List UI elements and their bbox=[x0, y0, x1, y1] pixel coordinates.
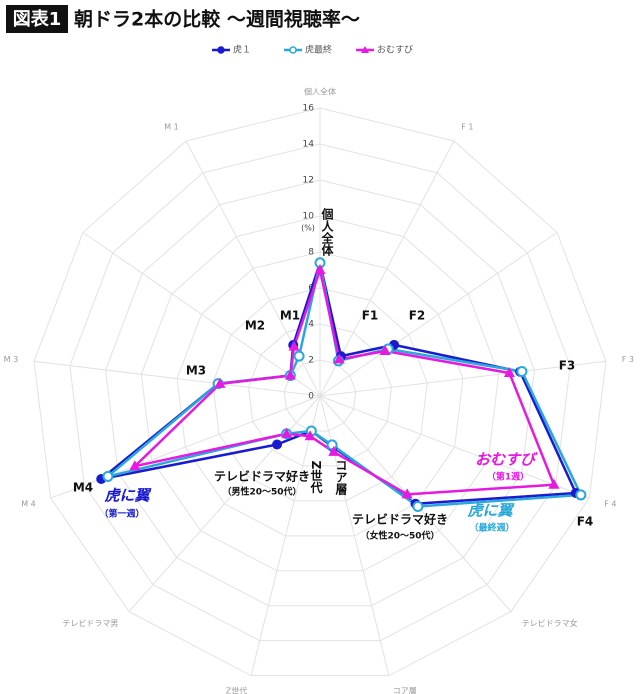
marker bbox=[281, 427, 293, 438]
annotation: （第1週） bbox=[487, 471, 529, 483]
axis-label: F 4 bbox=[604, 499, 616, 508]
legend-label: 虎１ bbox=[233, 44, 251, 56]
marker bbox=[304, 430, 316, 441]
axis-label: M 3 bbox=[4, 355, 19, 364]
axis-label: M 1 bbox=[164, 122, 179, 131]
annotation: M3 bbox=[186, 364, 206, 378]
legend-marker bbox=[217, 46, 225, 54]
marker bbox=[379, 345, 391, 356]
marker bbox=[284, 369, 296, 380]
annotation: （第一週） bbox=[99, 508, 144, 520]
annotation: テレビドラマ好き bbox=[352, 512, 448, 527]
marker bbox=[314, 264, 326, 274]
marker bbox=[129, 460, 141, 471]
marker bbox=[214, 377, 226, 388]
annotation: （男性20〜50代） bbox=[222, 486, 301, 498]
legend-marker bbox=[361, 46, 369, 53]
marker bbox=[328, 445, 340, 456]
spoke bbox=[128, 395, 321, 612]
title-badge-box bbox=[6, 5, 68, 33]
annotation: F1 bbox=[362, 309, 379, 323]
axis-label: テレビドラマ男 bbox=[62, 619, 118, 628]
annotation: （最終週） bbox=[469, 522, 514, 534]
r-tick-label: 2 bbox=[308, 356, 314, 366]
spoke bbox=[82, 231, 321, 397]
spoke bbox=[319, 395, 590, 499]
legend-label: おむすび bbox=[377, 45, 413, 56]
annotation: 個人全体 bbox=[320, 207, 334, 257]
r-tick-label: 4 bbox=[308, 320, 314, 330]
marker bbox=[272, 439, 283, 450]
marker bbox=[503, 367, 515, 378]
marker bbox=[102, 470, 114, 482]
annotation: M4 bbox=[73, 481, 93, 495]
annotation: M1 bbox=[280, 309, 300, 323]
axis-label: テレビドラマ女 bbox=[522, 618, 578, 628]
grid-ring bbox=[33, 107, 607, 677]
axis-label: F 1 bbox=[461, 122, 473, 131]
unit-label: (%) bbox=[301, 224, 315, 233]
annotation: コア層 bbox=[334, 459, 348, 496]
axis-label: Z世代 bbox=[226, 686, 247, 694]
annotation: テレビドラマ好き bbox=[214, 469, 310, 484]
marker bbox=[288, 340, 300, 351]
legend-marker bbox=[289, 46, 297, 54]
annotation: （女性20〜50代） bbox=[360, 530, 439, 542]
r-tick-label: 14 bbox=[303, 140, 315, 150]
legend-label: 虎最終 bbox=[305, 44, 332, 56]
axis-label: 個人全体 bbox=[304, 87, 336, 97]
axis-label: コア層 bbox=[393, 687, 417, 694]
title-badge: 図表1 bbox=[13, 8, 62, 30]
annotation: おむすび bbox=[475, 451, 538, 469]
annotation: 虎に翼 bbox=[103, 487, 151, 505]
marker bbox=[326, 439, 338, 451]
marker bbox=[516, 365, 528, 377]
annotation: F4 bbox=[577, 515, 594, 529]
r-tick-label: 10 bbox=[303, 212, 315, 222]
annotation: F3 bbox=[559, 359, 576, 373]
grid-ring bbox=[105, 179, 535, 607]
spoke bbox=[50, 395, 321, 499]
spoke bbox=[250, 395, 321, 676]
marker bbox=[575, 489, 587, 501]
grid-ring bbox=[176, 251, 464, 537]
r-tick-label: 0 bbox=[308, 392, 314, 402]
annotation: 虎に翼 bbox=[466, 502, 514, 520]
marker bbox=[401, 488, 413, 499]
r-tick-label: 12 bbox=[303, 176, 314, 186]
r-tick-label: 16 bbox=[303, 104, 315, 114]
annotation: F2 bbox=[409, 309, 426, 323]
grid-ring bbox=[212, 287, 428, 502]
series-line bbox=[133, 268, 556, 496]
axis-label: M 4 bbox=[21, 499, 36, 508]
annotation: Z世代 bbox=[309, 461, 323, 494]
spoke bbox=[319, 360, 606, 397]
spoke bbox=[319, 231, 558, 397]
marker bbox=[412, 500, 424, 512]
marker bbox=[333, 353, 345, 364]
grid-ring bbox=[140, 215, 500, 572]
spoke bbox=[34, 360, 321, 397]
axis-label: F 3 bbox=[622, 355, 634, 364]
marker bbox=[548, 478, 560, 489]
grid-ring bbox=[248, 323, 392, 467]
marker bbox=[293, 350, 305, 362]
annotation: M2 bbox=[245, 319, 265, 333]
grid-ring bbox=[69, 143, 571, 642]
chart-title: 朝ドラ2本の比較 〜週間視聴率〜 bbox=[74, 8, 360, 31]
r-tick-label: 8 bbox=[308, 248, 314, 258]
